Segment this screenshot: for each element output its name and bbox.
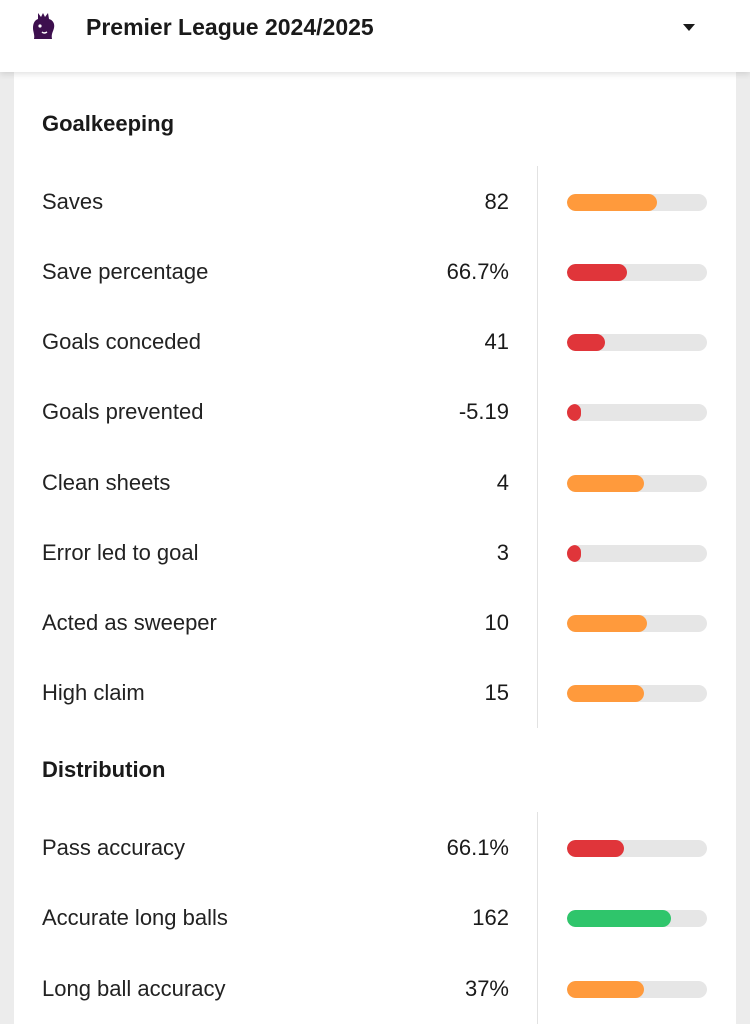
stat-bar — [567, 910, 707, 927]
stat-bar — [567, 981, 707, 998]
column-divider — [537, 166, 538, 728]
stat-row-clean-sheets: Clean sheets 4 — [14, 463, 736, 503]
section-title-goalkeeping: Goalkeeping — [42, 111, 175, 136]
stat-label: Clean sheets — [42, 470, 171, 495]
stat-bar-fill — [567, 194, 657, 211]
stat-value: 10 — [484, 610, 509, 635]
stat-value: 162 — [472, 905, 509, 930]
stat-row-goals-prevented: Goals prevented -5.19 — [14, 392, 736, 432]
stat-bar — [567, 685, 707, 702]
stat-row-saves: Saves 82 — [14, 182, 736, 222]
stat-label: Goals prevented — [42, 399, 204, 424]
stat-bar — [567, 264, 707, 281]
stat-bar-fill — [567, 264, 627, 281]
stat-row-pass-accuracy: Pass accuracy 66.1% — [14, 828, 736, 868]
stat-value: 15 — [484, 680, 509, 705]
stat-bar — [567, 840, 707, 857]
stat-bar-fill — [567, 334, 605, 351]
stat-bar-fill — [567, 545, 581, 562]
stat-bar — [567, 475, 707, 492]
stat-bar — [567, 615, 707, 632]
stat-bar — [567, 545, 707, 562]
stat-bar — [567, 194, 707, 211]
premier-league-lion-icon — [30, 11, 56, 41]
stat-bar-fill — [567, 404, 581, 421]
stat-label: Acted as sweeper — [42, 610, 217, 635]
stat-label: Goals conceded — [42, 329, 201, 354]
stat-bar-fill — [567, 910, 671, 927]
section-title-distribution: Distribution — [42, 757, 166, 782]
stat-label: Pass accuracy — [42, 835, 186, 860]
column-divider — [537, 812, 538, 1024]
stat-bar-fill — [567, 840, 624, 857]
stat-value: 66.1% — [446, 835, 509, 860]
stat-label: High claim — [42, 680, 145, 705]
stat-value: -5.19 — [458, 399, 509, 424]
stat-value: 66.7% — [446, 259, 509, 284]
stat-bar-fill — [567, 615, 647, 632]
stat-bar — [567, 404, 707, 421]
stat-row-acted-as-sweeper: Acted as sweeper 10 — [14, 603, 736, 643]
stat-value: 4 — [496, 470, 509, 495]
stat-row-high-claim: High claim 15 — [14, 673, 736, 713]
stat-bar-fill — [567, 981, 644, 998]
stat-label: Error led to goal — [42, 540, 199, 565]
stat-row-accurate-long-balls: Accurate long balls 162 — [14, 898, 736, 938]
stat-label: Save percentage — [42, 259, 209, 284]
stat-value: 37% — [464, 976, 509, 1001]
stat-bar-fill — [567, 475, 644, 492]
caret-down-icon — [683, 23, 695, 31]
competition-header[interactable]: Premier League 2024/2025 — [0, 0, 750, 72]
stat-value: 82 — [484, 189, 509, 214]
stat-label: Saves — [42, 189, 104, 214]
competition-title: Premier League 2024/2025 — [86, 14, 374, 40]
stat-label: Accurate long balls — [42, 905, 228, 930]
stat-value: 41 — [484, 329, 509, 354]
stat-row-save-percentage: Save percentage 66.7% — [14, 252, 736, 292]
competition-dropdown-button[interactable] — [672, 14, 706, 40]
stat-bar — [567, 334, 707, 351]
stat-row-goals-conceded: Goals conceded 41 — [14, 322, 736, 362]
stat-row-long-ball-accuracy: Long ball accuracy 37% — [14, 969, 736, 1009]
stat-bar-fill — [567, 685, 644, 702]
stat-value: 3 — [496, 540, 509, 565]
stats-card: Goalkeeping Saves 82 Save percentage 66.… — [14, 72, 736, 1024]
stat-row-error-led-to-goal: Error led to goal 3 — [14, 533, 736, 573]
stat-label: Long ball accuracy — [42, 976, 226, 1001]
